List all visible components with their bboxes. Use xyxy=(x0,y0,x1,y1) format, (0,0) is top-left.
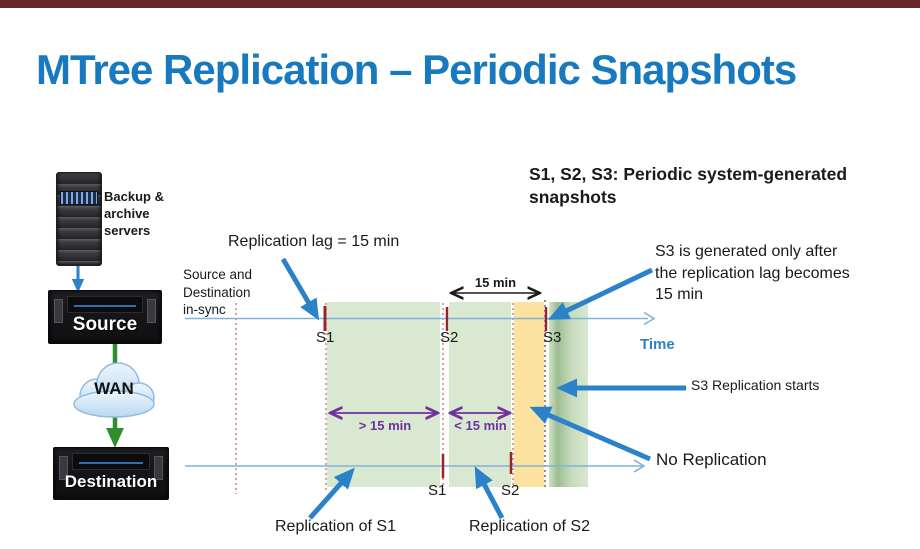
top-accent-bar xyxy=(0,0,920,8)
destination-timeline-arrowhead xyxy=(633,459,646,473)
backup-server-icon xyxy=(56,172,102,266)
replication-of-s2-label: Replication of S2 xyxy=(469,518,590,535)
source-appliance: Source xyxy=(48,290,162,344)
no-replication-label: No Replication xyxy=(656,450,767,469)
destination-bezel xyxy=(72,453,150,470)
gt-15min-label: > 15 min xyxy=(358,418,412,433)
source-timeline-arrowhead xyxy=(643,311,656,326)
replication-s1-region xyxy=(327,302,440,487)
s3-generated-label: S3 is generated only after the replicati… xyxy=(655,243,850,303)
s3-top-label: S3 xyxy=(543,329,562,346)
replication-s2-region xyxy=(449,302,511,487)
backup-server-led-strip xyxy=(60,191,98,205)
replication-lag-arrow xyxy=(280,257,320,321)
insync-label: Source and Destination in-sync xyxy=(183,267,253,317)
source-bezel-line xyxy=(73,305,137,307)
destination-appliance: Destination xyxy=(53,447,169,500)
replication-lag-label: Replication lag = 15 min xyxy=(228,233,400,250)
snapshots-heading: S1, S2, S3: Periodic system-generated sn… xyxy=(529,164,848,207)
destination-handle-right xyxy=(154,456,163,480)
no-replication-region xyxy=(514,302,544,487)
s2-bottom-label: S2 xyxy=(501,482,520,499)
destination-handle-left xyxy=(59,456,68,480)
source-handle-left xyxy=(54,299,63,323)
replication-of-s1-label: Replication of S1 xyxy=(275,518,396,535)
source-label: Source xyxy=(72,314,138,335)
s2-top-label: S2 xyxy=(440,329,459,346)
slide-title: MTree Replication – Periodic Snapshots xyxy=(36,46,797,93)
time-axis-label: Time xyxy=(640,336,675,353)
destination-bezel-line xyxy=(79,462,143,464)
s1-top-label: S1 xyxy=(316,329,335,346)
backup-servers-label: Backup & archive servers xyxy=(104,189,164,238)
replication-of-s2-arrow xyxy=(474,466,505,520)
lt-15min-label: < 15 min xyxy=(454,418,507,433)
source-bezel xyxy=(67,296,143,313)
interval-15min-label: 15 min xyxy=(474,275,517,290)
source-handle-right xyxy=(147,299,156,323)
s1-bottom-label: S1 xyxy=(428,482,447,499)
s3-replication-starts-label: S3 Replication starts xyxy=(691,377,820,393)
wan-label: WAN xyxy=(94,379,134,398)
destination-label: Destination xyxy=(64,472,158,491)
